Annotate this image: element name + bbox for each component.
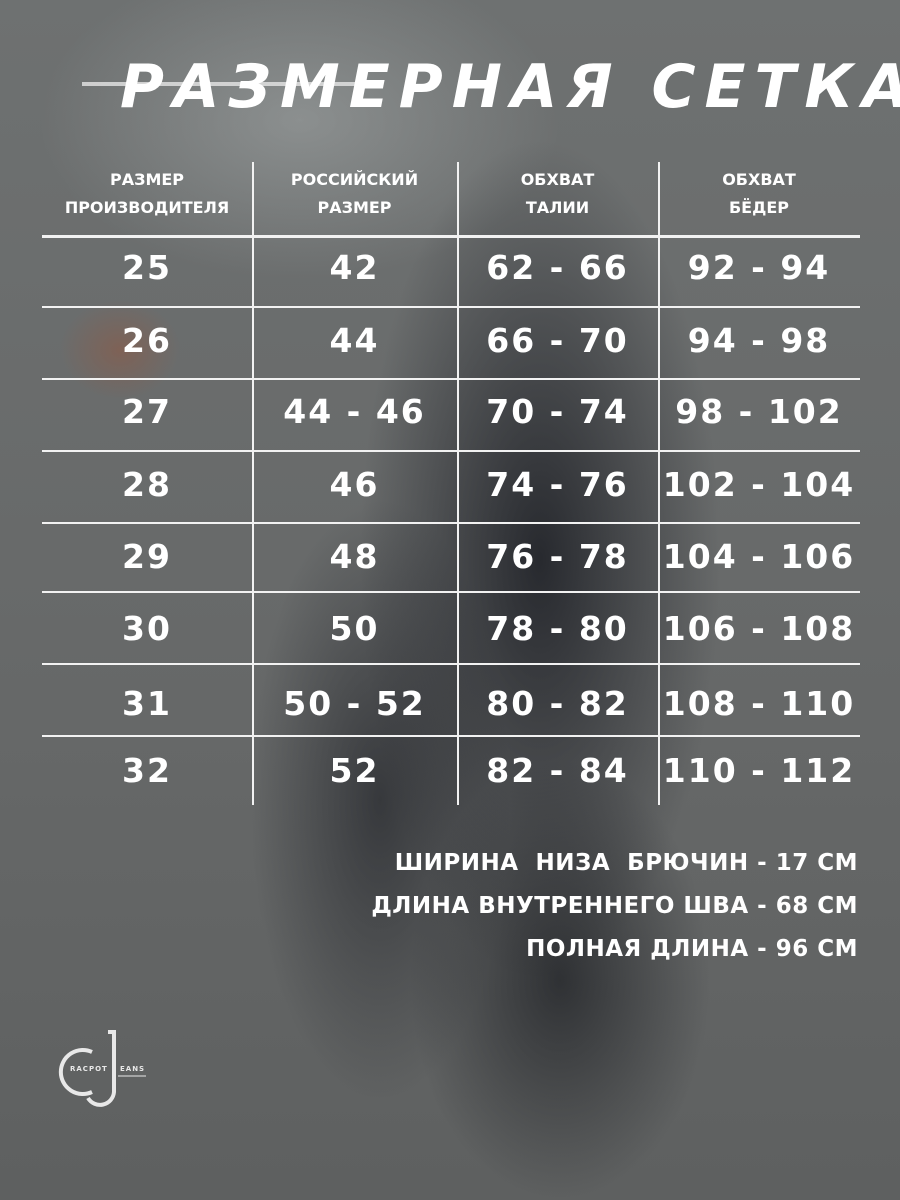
table-cell: 92 - 94	[687, 248, 831, 287]
column-header: РОССИЙСКИЙ РАЗМЕР	[252, 166, 457, 222]
column-header: ОБХВАТ ТАЛИИ	[457, 166, 658, 222]
brand-logo: RACPOT EANS	[58, 1030, 146, 1107]
measurement-note: ДЛИНА ВНУТРЕННЕГО ШВА - 68 СМ	[371, 893, 858, 919]
table-cell: 102 - 104	[662, 465, 856, 504]
column-header-line: ТАЛИИ	[525, 198, 590, 217]
column-header-line: ОБХВАТ	[722, 170, 796, 189]
table-cell: 50 - 52	[283, 684, 426, 723]
table-cell: 62 - 66	[486, 248, 629, 287]
svg-text:RACPOT: RACPOT	[70, 1065, 108, 1073]
measurement-note: ПОЛНАЯ ДЛИНА - 96 СМ	[526, 936, 858, 962]
table-cell: 25	[122, 248, 172, 287]
measurement-note: ШИРИНА НИЗА БРЮЧИН - 17 СМ	[394, 850, 858, 876]
column-header: ОБХВАТ БЁДЕР	[658, 166, 860, 222]
table-cell: 27	[122, 392, 172, 431]
table-cell: 106 - 108	[662, 609, 856, 648]
column-header-line: БЁДЕР	[728, 198, 790, 217]
table-cell: 44	[329, 321, 380, 360]
table-cell: 74 - 76	[486, 465, 629, 504]
row-divider	[42, 735, 860, 737]
table-cell: 78 - 80	[486, 609, 629, 648]
column-divider	[658, 162, 660, 805]
column-header-line: РАЗМЕР	[109, 170, 185, 189]
table-cell: 48	[329, 537, 380, 576]
table-cell: 98 - 102	[675, 392, 843, 431]
column-header-line: РАЗМЕР	[317, 198, 392, 217]
column-header-line: РОССИЙСКИЙ	[290, 170, 419, 189]
table-cell: 104 - 106	[662, 537, 856, 576]
table-cell: 42	[329, 248, 380, 287]
table-cell: 29	[122, 537, 172, 576]
table-cell: 26	[122, 321, 172, 360]
title-decorative-line	[82, 82, 362, 86]
table-cell: 110 - 112	[662, 751, 856, 790]
table-cell: 76 - 78	[486, 537, 629, 576]
column-header: РАЗМЕР ПРОИЗВОДИТЕЛЯ	[42, 166, 252, 222]
row-divider	[42, 450, 860, 452]
table-cell: 31	[122, 684, 172, 723]
table-cell: 32	[122, 751, 172, 790]
row-divider	[42, 306, 860, 308]
column-header-line: ПРОИЗВОДИТЕЛЯ	[64, 198, 230, 217]
table-cell: 46	[329, 465, 380, 504]
table-cell: 94 - 98	[687, 321, 831, 360]
table-cell: 80 - 82	[486, 684, 629, 723]
table-cell: 66 - 70	[486, 321, 629, 360]
column-divider	[457, 162, 459, 805]
table-cell: 52	[329, 751, 380, 790]
table-cell: 82 - 84	[486, 751, 629, 790]
row-divider	[42, 591, 860, 593]
row-divider	[42, 663, 860, 665]
row-divider	[42, 522, 860, 524]
table-cell: 28	[122, 465, 172, 504]
row-divider	[42, 235, 860, 238]
table-cell: 30	[122, 609, 172, 648]
table-cell: 44 - 46	[283, 392, 426, 431]
column-header-line: ОБХВАТ	[520, 170, 595, 189]
page-title: РАЗМЕРНАЯ СЕТКА	[120, 52, 900, 122]
table-cell: 50	[329, 609, 380, 648]
table-cell: 70 - 74	[486, 392, 629, 431]
row-divider	[42, 378, 860, 380]
svg-text:EANS: EANS	[120, 1065, 145, 1073]
column-divider	[252, 162, 254, 805]
table-cell: 108 - 110	[662, 684, 856, 723]
